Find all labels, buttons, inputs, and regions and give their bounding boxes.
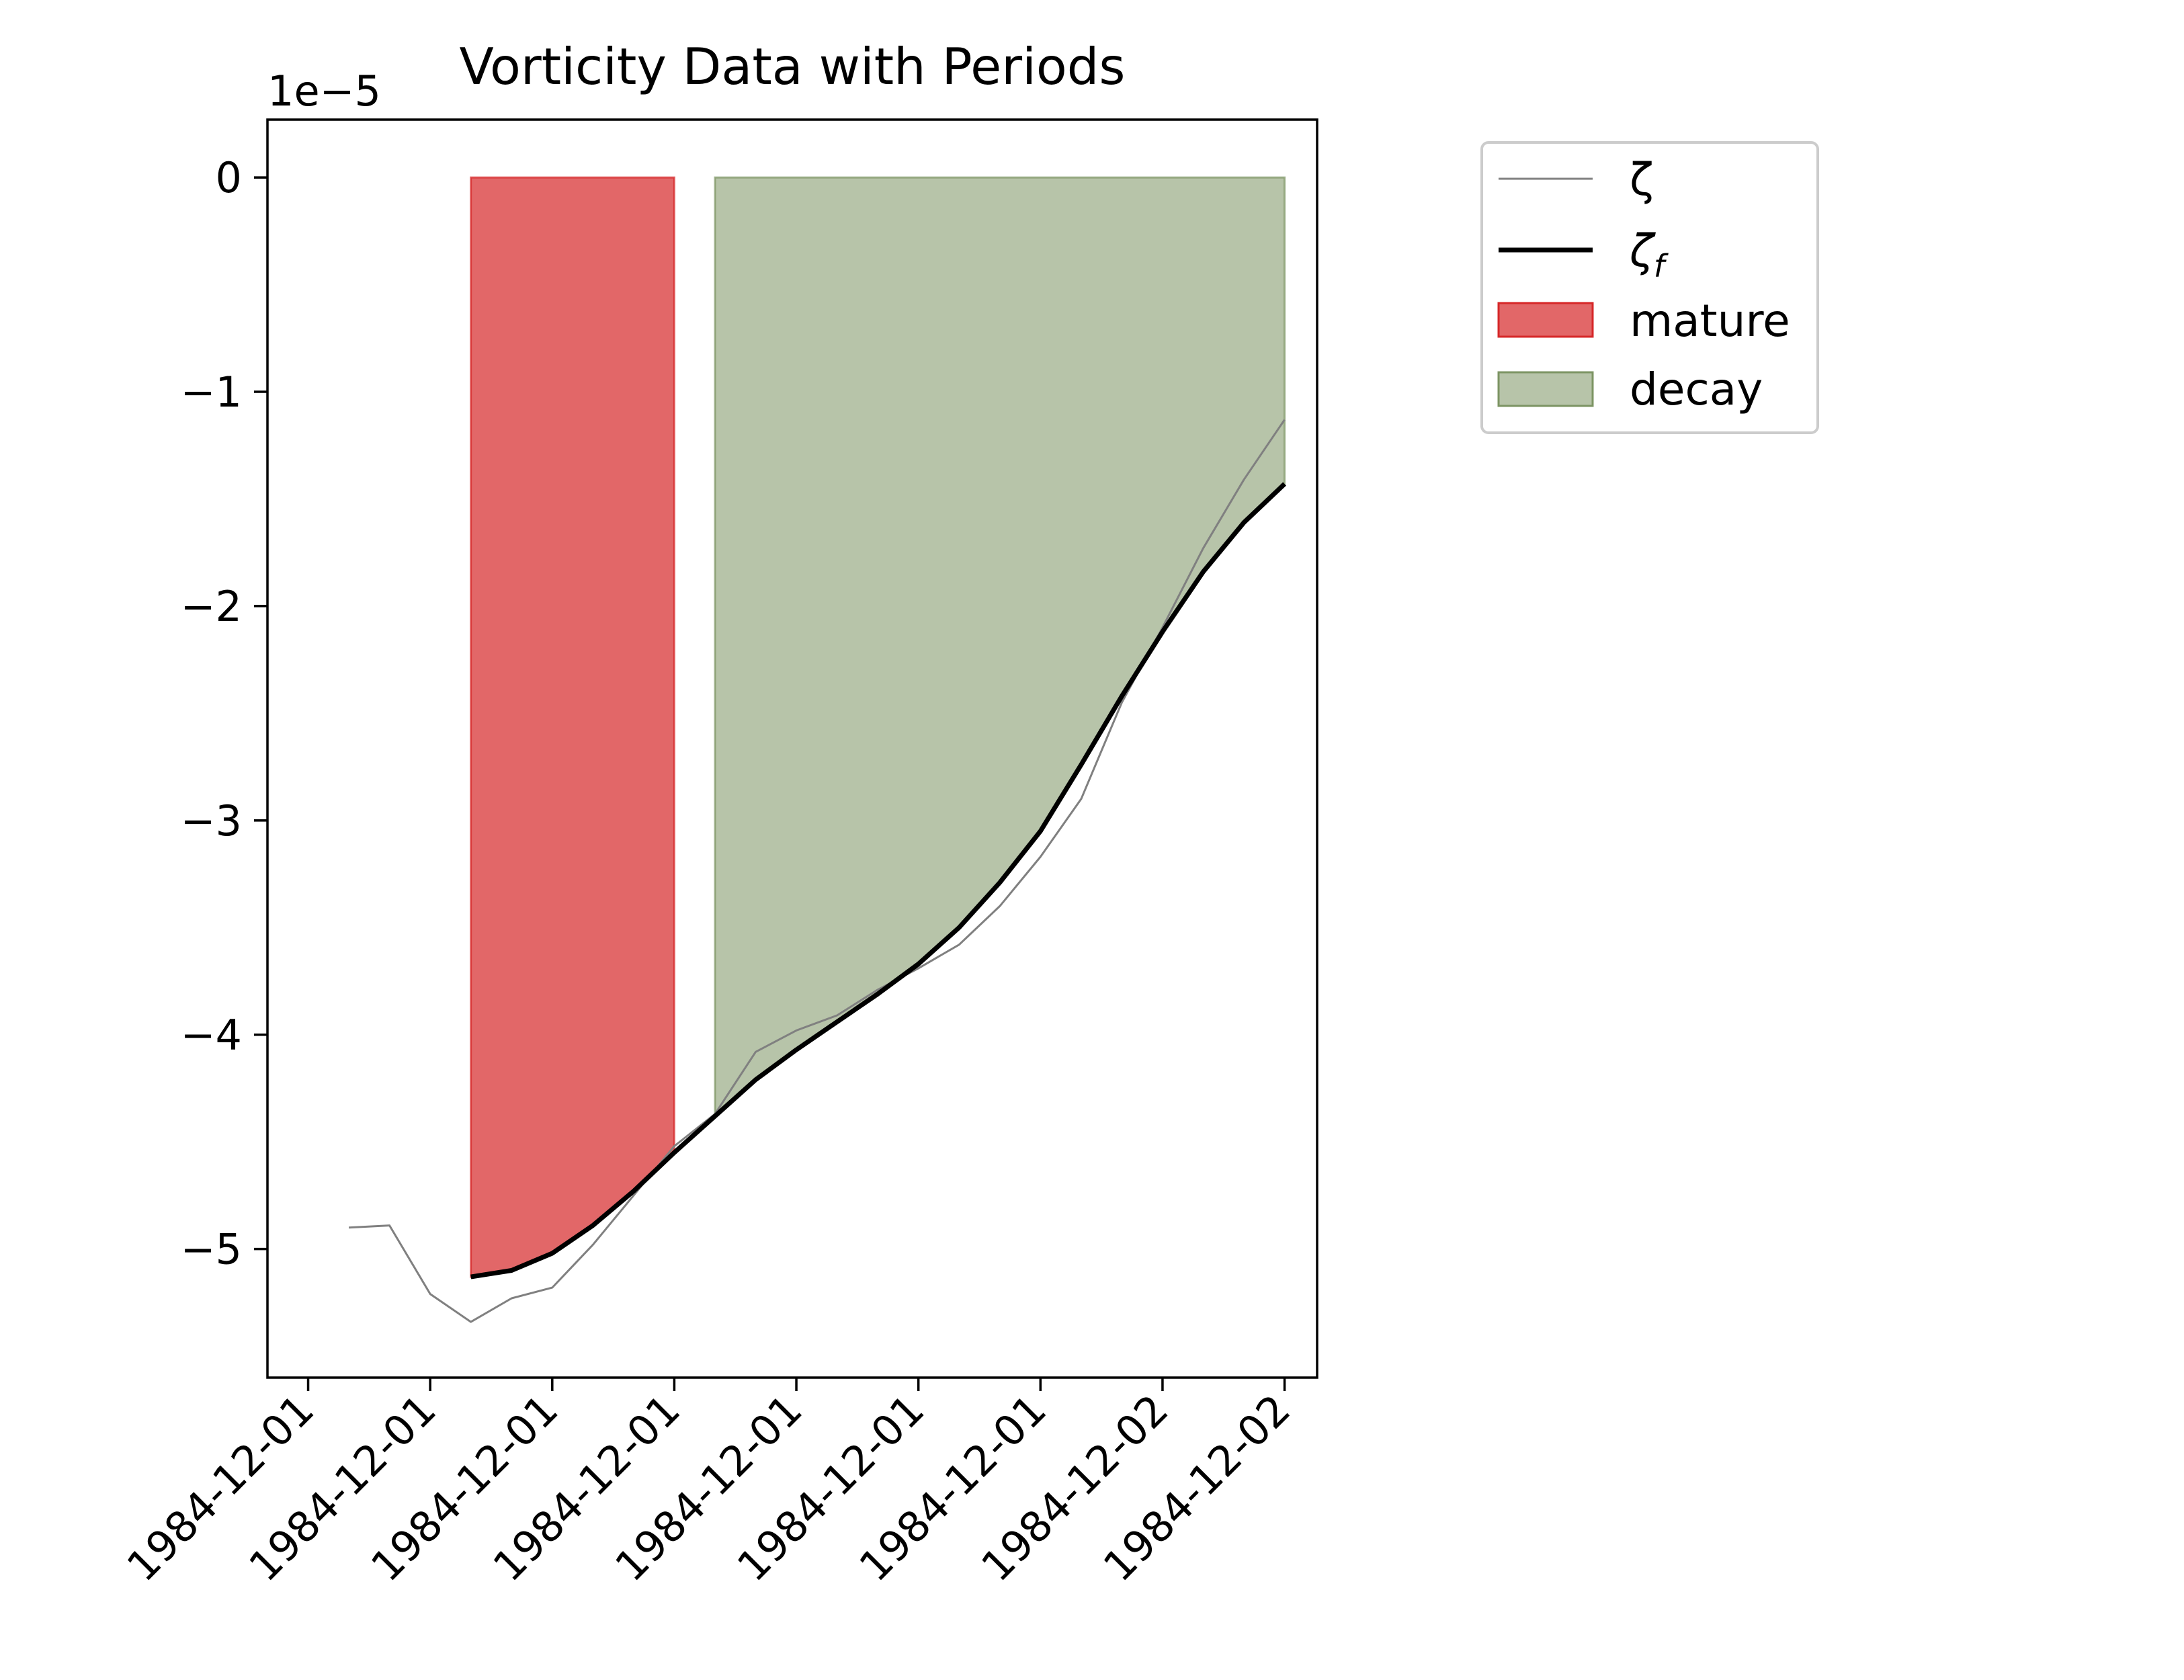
- y-axis-ticks: 0 −1 −2 −3 −4 −5: [181, 153, 267, 1274]
- y-tick-label: 0: [216, 153, 242, 202]
- axes-frame: [266, 118, 1318, 1379]
- chart-title: Vorticity Data with Periods: [460, 37, 1126, 96]
- series-line-zeta-f: [470, 482, 1287, 1279]
- legend-label-zeta: ζ: [1630, 154, 1654, 206]
- y-tick-label: −5: [181, 1225, 242, 1274]
- legend-label-decay: decay: [1630, 364, 1763, 415]
- series-lines: [349, 419, 1287, 1323]
- y-offset-label: 1e−5: [267, 67, 381, 116]
- y-tick-label: −3: [181, 796, 242, 845]
- legend-swatch-decay: [1497, 371, 1594, 407]
- legend-frame: [1480, 141, 1819, 434]
- x-axis-ticks: 1984-12-011984-12-011984-12-011984-12-01…: [118, 1378, 1300, 1591]
- legend-label-mature: mature: [1630, 295, 1790, 347]
- legend-swatch-mature: [1497, 302, 1594, 338]
- legend-label-zeta-f-main: ζ: [1629, 225, 1656, 277]
- y-tick-label: −1: [181, 368, 242, 417]
- y-tick-label: −4: [181, 1011, 242, 1060]
- period-fill-mature: [470, 176, 675, 1278]
- period-fills: [470, 176, 1286, 1278]
- y-tick-label: −2: [181, 582, 242, 631]
- period-fill-decay: [714, 176, 1286, 1119]
- legend: ζ ζf mature decay: [1480, 141, 1819, 434]
- series-line-zeta: [349, 419, 1286, 1323]
